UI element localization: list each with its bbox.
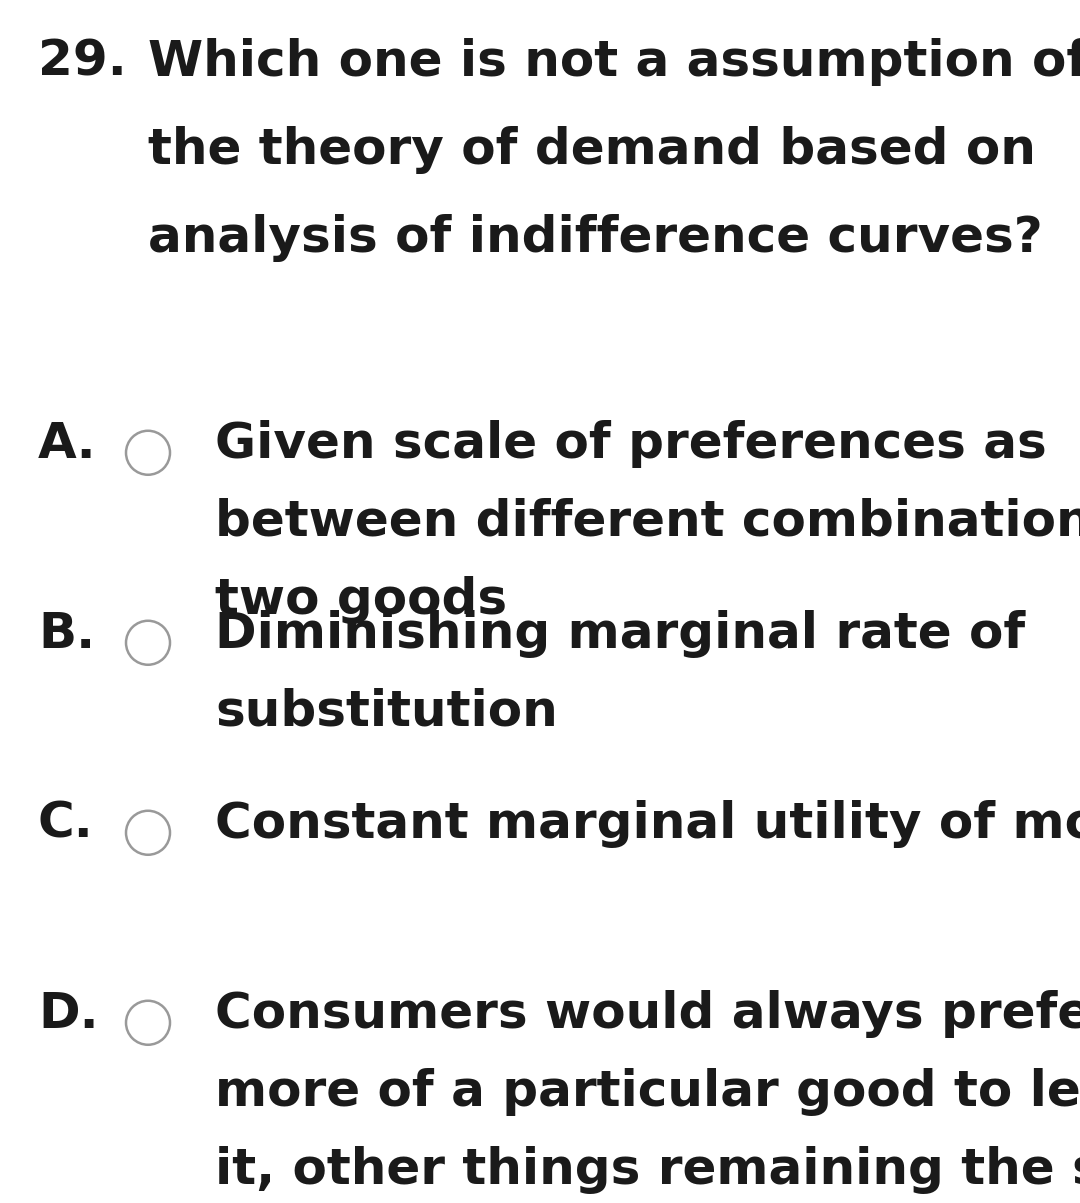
Text: Diminishing marginal rate of: Diminishing marginal rate of bbox=[215, 610, 1025, 658]
Text: it, other things remaining the same: it, other things remaining the same bbox=[215, 1146, 1080, 1195]
Text: Given scale of preferences as: Given scale of preferences as bbox=[215, 420, 1047, 468]
Text: Constant marginal utility of money: Constant marginal utility of money bbox=[215, 800, 1080, 848]
Text: more of a particular good to less of: more of a particular good to less of bbox=[215, 1068, 1080, 1116]
Text: B.: B. bbox=[38, 610, 95, 658]
Text: analysis of indifference curves?: analysis of indifference curves? bbox=[148, 214, 1043, 262]
Text: C.: C. bbox=[38, 800, 94, 848]
Text: Which one is not a assumption of: Which one is not a assumption of bbox=[148, 38, 1080, 85]
Text: 29.: 29. bbox=[38, 38, 126, 85]
Text: substitution: substitution bbox=[215, 688, 557, 736]
Text: D.: D. bbox=[38, 990, 98, 1038]
Text: the theory of demand based on: the theory of demand based on bbox=[148, 126, 1036, 174]
Text: between different combinations of: between different combinations of bbox=[215, 498, 1080, 546]
Text: A.: A. bbox=[38, 420, 96, 468]
Text: two goods: two goods bbox=[215, 576, 508, 624]
Text: Consumers would always prefer: Consumers would always prefer bbox=[215, 990, 1080, 1038]
